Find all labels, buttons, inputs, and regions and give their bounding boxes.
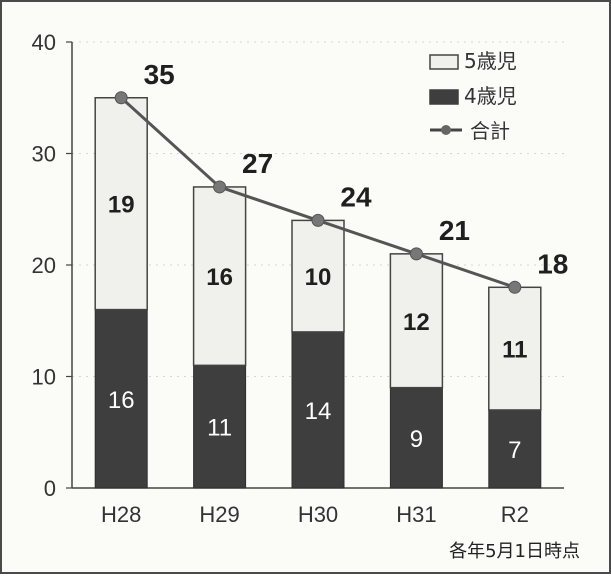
bar-5sai-H30 (291, 219, 345, 333)
total-label-H30: 24 (340, 181, 372, 212)
x-tick-label-H29: H29 (199, 502, 239, 527)
legend-marker-total (441, 125, 451, 135)
bar-4sai-H30 (291, 331, 345, 489)
legend-label-4sai: 4歳児 (464, 84, 517, 108)
axes: 0 10 20 30 40 H28 H29 H30 H31 R2 (32, 30, 564, 527)
total-point-H30 (311, 213, 325, 227)
legend-swatch-5sai (429, 54, 459, 70)
label-5sai-H31: 12 (403, 309, 430, 336)
total-label-R2: 18 (537, 248, 568, 279)
label-5sai-R2: 11 (502, 337, 527, 364)
total-point-H29 (213, 180, 227, 194)
bar-4sai-R2 (488, 409, 542, 489)
label-4sai-H31: 9 (410, 426, 423, 453)
y-tick-label-10: 10 (32, 365, 56, 390)
legend-label-5sai: 5歳児 (464, 49, 517, 73)
x-tick-label-R2: R2 (501, 502, 529, 527)
bar-4sai-H29 (193, 364, 247, 489)
bar-4sai-H31 (389, 387, 443, 489)
total-point-R2 (508, 280, 522, 294)
label-5sai-H29: 16 (206, 264, 233, 291)
bars (94, 97, 542, 489)
x-tick-label-H31: H31 (396, 502, 436, 527)
y-tick-label-20: 20 (32, 253, 56, 278)
label-5sai-H30: 10 (305, 264, 332, 291)
x-tick-label-H30: H30 (298, 502, 338, 527)
x-tick-label-H28: H28 (101, 502, 141, 527)
bar-5sai-H29 (192, 186, 247, 367)
legend-label-total: 合計 (470, 119, 510, 143)
total-point-H31 (409, 247, 423, 261)
y-tick-label-40: 40 (32, 30, 56, 55)
label-4sai-H29: 11 (207, 415, 232, 442)
bar-5sai-R2 (488, 286, 542, 411)
legend-swatch-4sai (429, 89, 459, 105)
legend: 5歳児 4歳児 合計 (429, 49, 517, 143)
total-label-H31: 21 (439, 215, 470, 246)
date-note: 各年5月1日時点 (449, 541, 580, 562)
data-labels: 16 19 11 16 14 10 9 12 7 11 35 27 24 21 18 (108, 59, 569, 464)
label-4sai-H28: 16 (108, 387, 135, 414)
total-point-H28 (114, 91, 128, 105)
y-tick-label-30: 30 (32, 142, 56, 167)
label-5sai-H28: 19 (108, 192, 135, 219)
y-tick-label-0: 0 (44, 476, 56, 501)
label-4sai-R2: 7 (508, 437, 521, 464)
label-4sai-H30: 14 (305, 398, 332, 425)
total-label-H28: 35 (144, 59, 175, 90)
total-label-H29: 27 (242, 148, 273, 179)
total-line (114, 91, 522, 294)
